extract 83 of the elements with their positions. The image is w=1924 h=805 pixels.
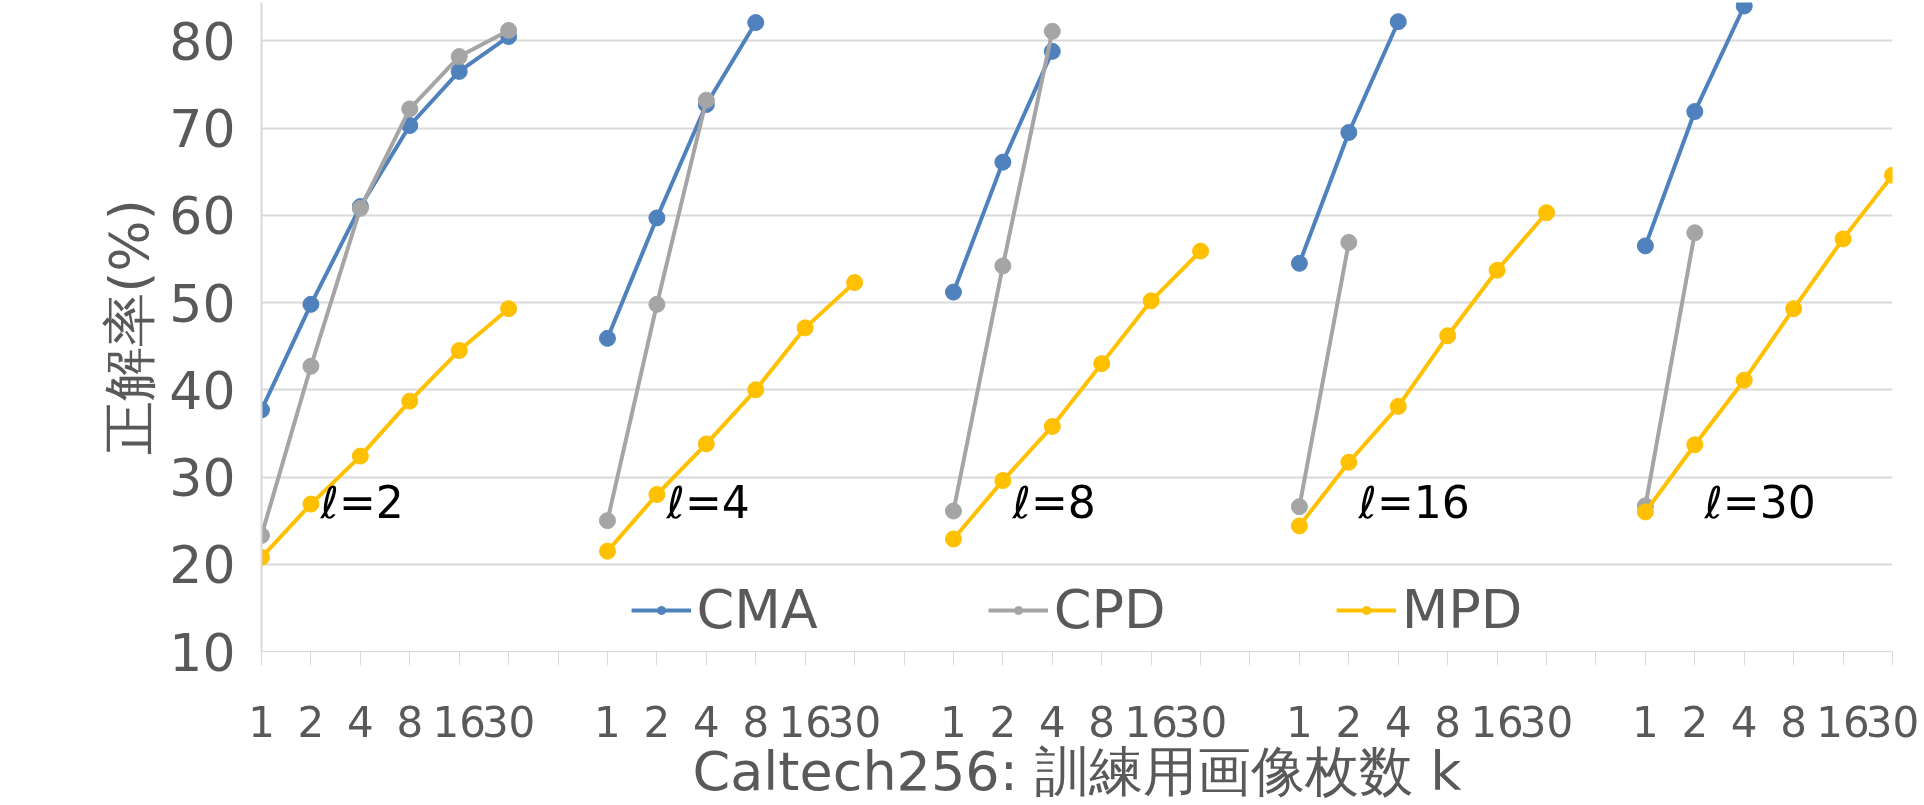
point: [500, 21, 518, 39]
x-tick-label: 16: [1470, 697, 1524, 747]
annotation: ℓ=30: [1703, 477, 1816, 529]
point: [648, 486, 666, 503]
point: [1488, 261, 1506, 279]
x-tick-label: 1: [248, 697, 275, 747]
point: [1686, 103, 1704, 121]
point: [1439, 327, 1457, 345]
point: [747, 381, 765, 399]
point: [1290, 498, 1308, 516]
x-tick-label: 16: [1816, 697, 1870, 747]
point: [994, 472, 1012, 490]
annotation: ℓ=4: [665, 477, 750, 529]
point: [648, 209, 666, 227]
point: [1389, 397, 1407, 415]
y-tick-label: 70: [169, 99, 236, 160]
point: [648, 295, 666, 313]
point: [1290, 254, 1308, 272]
point: [944, 283, 962, 301]
x-tick-label: 8: [396, 697, 424, 747]
y-tick-label: 10: [169, 622, 236, 683]
point: [944, 530, 962, 548]
point: [1636, 237, 1654, 255]
point: [1093, 355, 1111, 373]
x-tick-label: 2: [297, 697, 325, 747]
point: [598, 542, 616, 560]
point: [1686, 436, 1704, 454]
point: [500, 300, 518, 318]
point: [1735, 371, 1753, 389]
x-tick-label: 1: [594, 697, 621, 747]
point: [796, 319, 814, 337]
point: [697, 435, 715, 453]
point: [302, 295, 320, 313]
point: [302, 495, 320, 513]
x-tick-label: 2: [1681, 697, 1709, 747]
annotation: ℓ=16: [1357, 477, 1470, 529]
point: [1340, 233, 1358, 251]
point: [1340, 123, 1358, 141]
point: [944, 502, 962, 520]
annotation: ℓ=2: [319, 477, 404, 529]
point: [1043, 22, 1061, 40]
point: [846, 274, 864, 291]
point: [1340, 453, 1358, 471]
point: [1834, 230, 1852, 248]
point: [1142, 292, 1160, 310]
point: [697, 91, 715, 109]
y-tick-label: 20: [169, 535, 236, 596]
y-tick-label: 30: [169, 448, 236, 509]
point: [598, 329, 616, 347]
y-tick-label: 60: [169, 186, 236, 247]
x-tick-label: 16: [432, 697, 486, 747]
x-tick-label: 1: [1632, 697, 1659, 747]
legend-label: CPD: [1053, 578, 1166, 641]
x-tick-label: 8: [1780, 697, 1808, 747]
annotation: ℓ=8: [1011, 477, 1096, 529]
point: [598, 512, 616, 530]
point: [1043, 417, 1061, 435]
x-tick-label: 2: [643, 697, 671, 747]
point: [994, 153, 1012, 171]
point: [302, 357, 320, 375]
point: [401, 100, 419, 118]
legend-label: MPD: [1401, 578, 1523, 641]
point: [994, 257, 1012, 275]
point: [747, 14, 765, 32]
y-tick-label: 80: [169, 11, 236, 72]
x-tick-label: 4: [1730, 697, 1758, 747]
point: [351, 447, 369, 465]
point: [1389, 13, 1407, 31]
point: [450, 342, 468, 360]
point: [401, 392, 419, 410]
legend-label: CMA: [696, 578, 818, 641]
point: [450, 62, 468, 80]
x-tick-label: 4: [346, 697, 374, 747]
point: [450, 48, 468, 66]
point: [1636, 503, 1654, 521]
point: [1538, 204, 1556, 222]
point: [1290, 517, 1308, 535]
point: [1785, 300, 1803, 318]
y-axis-title: 正解率(%): [98, 199, 162, 455]
y-tick-label: 50: [169, 273, 236, 334]
point: [1686, 224, 1704, 242]
y-tick-label: 40: [169, 360, 236, 421]
point: [1192, 242, 1210, 260]
